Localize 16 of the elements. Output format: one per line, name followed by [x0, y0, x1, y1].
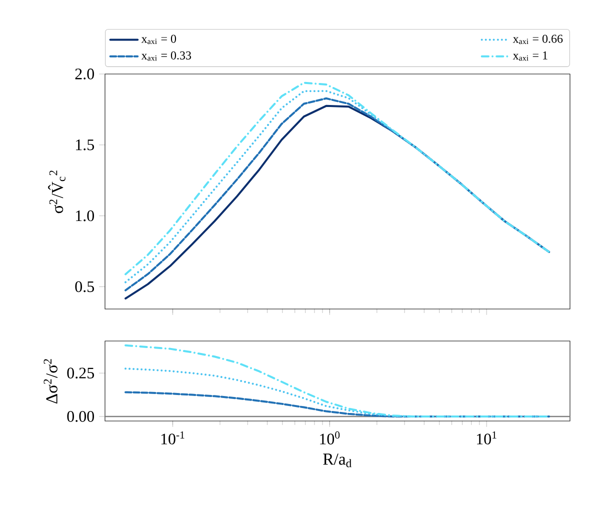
x-tick-label: 10$^{1}$ [477, 431, 496, 444]
x-axis-title: R/a$_{d}$ [323, 454, 352, 468]
y-axis-title: σ$^{2}$/V̂$_{c}$2 [48, 170, 66, 214]
y-tick-label: 0.00 [67, 411, 94, 422]
y-tick-label: 1.0 [76, 210, 94, 222]
x-tick-label: 10$^{-1}$ [161, 431, 184, 444]
legend-label: x$_{axi}$ = 0.33 [141, 51, 192, 61]
legend-label: x$_{axi}$ = 0 [141, 34, 176, 44]
x-tick-label: 10$^{0}$ [320, 431, 340, 444]
y-tick-label: 0.5 [75, 281, 94, 292]
legend-label: x$_{axi}$ = 1 [512, 51, 548, 61]
y-tick-label: 1.5 [76, 140, 94, 150]
y-tick-label: 0.25 [67, 368, 94, 379]
y-axis-title: Δσ$^{2}$/σ$^{2}$ [44, 359, 58, 404]
legend-label: x$_{axi}$ = 0.66 [512, 34, 563, 44]
y-tick-label: 2.0 [75, 68, 94, 80]
